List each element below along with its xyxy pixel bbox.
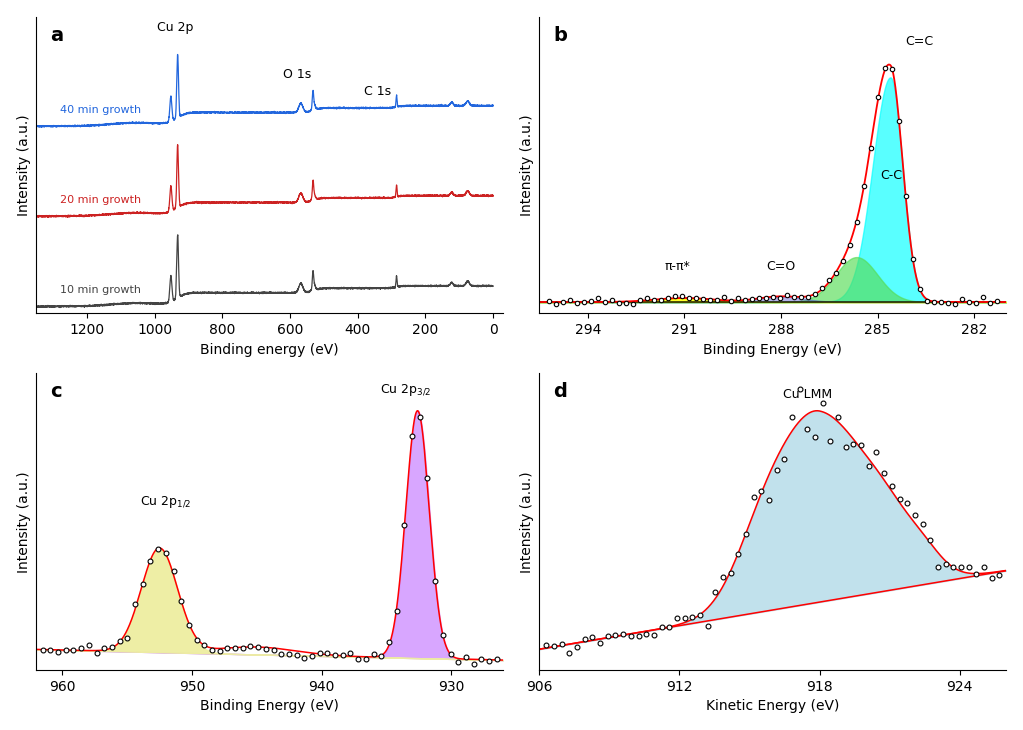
Text: C 1s: C 1s (364, 85, 392, 99)
X-axis label: Kinetic Energy (eV): Kinetic Energy (eV) (706, 699, 840, 713)
Text: 20 min growth: 20 min growth (60, 195, 141, 205)
Text: Cu 2p$_{3/2}$: Cu 2p$_{3/2}$ (381, 383, 432, 399)
Y-axis label: Intensity (a.u.): Intensity (a.u.) (520, 114, 534, 216)
Text: Cu 2p$_{1/2}$: Cu 2p$_{1/2}$ (140, 495, 191, 510)
Text: Cu LMM: Cu LMM (784, 388, 833, 402)
X-axis label: Binding energy (eV): Binding energy (eV) (201, 342, 339, 357)
Y-axis label: Intensity (a.u.): Intensity (a.u.) (520, 471, 534, 572)
Text: 40 min growth: 40 min growth (60, 105, 141, 115)
Text: C=O: C=O (766, 261, 796, 273)
Text: C-C: C-C (881, 169, 902, 182)
Text: 10 min growth: 10 min growth (60, 285, 141, 295)
Text: C=C: C=C (905, 35, 933, 48)
Text: b: b (553, 26, 568, 45)
X-axis label: Binding Energy (eV): Binding Energy (eV) (704, 342, 842, 357)
Text: a: a (50, 26, 63, 45)
Y-axis label: Intensity (a.u.): Intensity (a.u.) (16, 471, 31, 572)
Y-axis label: Intensity (a.u.): Intensity (a.u.) (16, 114, 31, 216)
Text: d: d (553, 383, 568, 402)
Text: c: c (50, 383, 61, 402)
Text: Cu 2p: Cu 2p (157, 21, 193, 34)
Text: O 1s: O 1s (282, 68, 311, 81)
Text: π-π*: π-π* (665, 261, 691, 273)
X-axis label: Binding Energy (eV): Binding Energy (eV) (201, 699, 340, 713)
